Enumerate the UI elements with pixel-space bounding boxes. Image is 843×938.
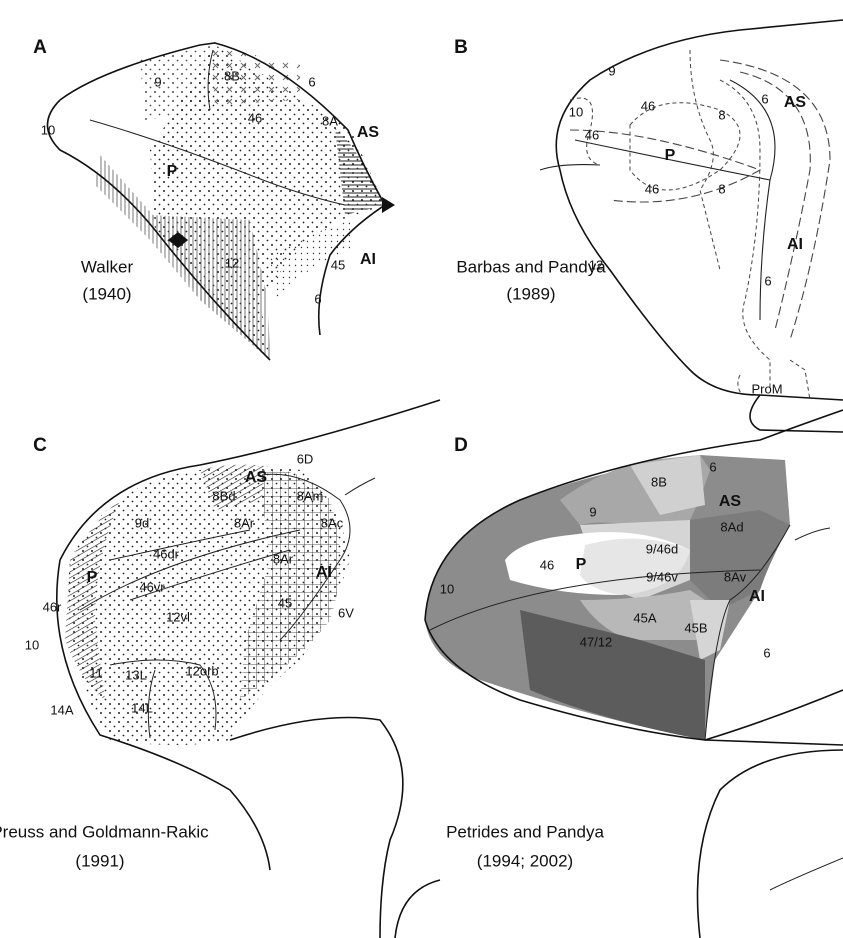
area-label: 6 [709,459,716,474]
sulcus-label: AS [784,94,807,111]
sulcus-label: AI [360,251,376,268]
panel-a-drawing [48,43,396,360]
area-label: 6 [761,91,768,106]
area-label: 14L [131,700,153,715]
area-label: 12 [225,255,239,270]
panel-letter: A [33,37,47,58]
sulcus-label: AI [787,236,803,253]
caption: (1940) [82,284,131,303]
caption: Walker [81,257,134,276]
area-label: 45 [331,257,345,272]
caption: Petrides and Pandya [446,822,604,841]
area-label: 10 [41,122,55,137]
area-label: 10 [569,104,583,119]
area-label: 8B [651,474,667,489]
area-label: 6D [297,451,314,466]
sulcus-label: AI [749,588,765,605]
area-label: 8Av [724,569,747,584]
area-label: 11 [89,665,103,680]
area-label: 14A [50,702,73,717]
area-label: 47/12 [580,634,613,649]
area-label: 6 [308,74,315,89]
area-label: 45B [684,620,707,635]
area-label: 8Bd [212,488,235,503]
sulcus-label: P [576,556,587,573]
figure: A Walker (1940) 9 8B 6 46 8A 10 12 45 6 AS P AI B Barbas… [0,0,843,938]
area-label: 9 [154,74,161,89]
area-label: 46 [645,181,659,196]
area-label: ProM [751,381,782,396]
caption: (1991) [75,851,124,870]
sulcus-label: AS [719,493,742,510]
sulcus-label: AI [316,564,332,581]
area-label: 46r [43,599,62,614]
area-label: 9/46v [646,569,678,584]
sulcus-label: P [87,569,98,586]
area-label: 8 [718,181,725,196]
sulcus-label: AS [245,469,268,486]
area-label: 8Am [297,488,324,503]
area-label: 9/46d [646,541,679,556]
area-label: 9 [608,63,615,78]
area-label: 9d [135,515,149,530]
caption: Barbas and Pandya [456,257,606,276]
area-label: 6 [764,273,771,288]
area-label: 45A [633,610,656,625]
area-label: 6 [763,645,770,660]
area-label: 8Ad [720,519,743,534]
area-label: 8Ac [321,515,344,530]
area-label: 46 [540,557,554,572]
caption: (1989) [506,284,555,303]
panel-letter: B [454,37,468,58]
area-label: 10 [25,637,39,652]
area-label: 46vr [139,579,165,594]
area-label: 46 [585,127,599,142]
sulcus-label: P [665,147,676,164]
sulcus-label: P [167,163,178,180]
area-label: 8A [322,113,338,128]
area-label: 9 [589,504,596,519]
area-label: 6V [338,605,354,620]
area-label: 10 [440,581,454,596]
area-label: 8Ar [273,551,294,566]
area-label: 13L [125,667,147,682]
panel-b-drawing [540,20,843,432]
area-label: 12orb [185,663,218,678]
area-label: 6 [314,291,321,306]
area-label: 46dr [153,546,180,561]
area-label: 12 [589,257,603,272]
caption: (1994; 2002) [477,851,573,870]
area-label: 12vl [166,609,190,624]
area-label: 45 [278,595,292,610]
area-label: 8Ar [234,515,255,530]
sulcus-label: AS [357,124,380,141]
area-label: 8 [718,107,725,122]
area-label: 46 [248,110,262,125]
area-label: 46 [641,98,655,113]
panel-letter: C [33,435,47,456]
panel-letter: D [454,435,468,456]
caption: Preuss and Goldmann-Rakic [0,822,209,841]
area-label: 8B [224,68,240,83]
